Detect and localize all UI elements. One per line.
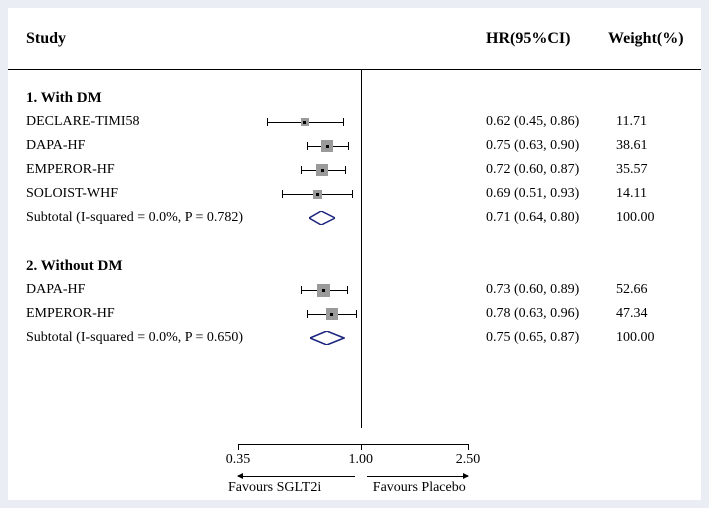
subtotal-row: Subtotal (I-squared = 0.0%, P = 0.650) 0.… xyxy=(8,326,701,350)
ci-cap xyxy=(356,310,357,318)
figure-container: Study HR(95%CI) Weight(%) 1. With DMDECL… xyxy=(0,0,709,508)
plot-area: 1. With DMDECLARE-TIMI58 0.62 (0.45, 0.86… xyxy=(8,70,701,428)
weight-text: 38.61 xyxy=(616,134,648,158)
group-title: 2. Without DM xyxy=(26,254,123,278)
study-row: DECLARE-TIMI58 0.62 (0.45, 0.86) 11.71 xyxy=(8,110,701,134)
ci-cap xyxy=(343,118,344,126)
point-estimate-dot xyxy=(321,169,324,172)
favours-left-arrow xyxy=(238,476,355,477)
ci-cap xyxy=(352,190,353,198)
weight-text: 100.00 xyxy=(616,206,655,230)
study-label: EMPEROR-HF xyxy=(26,158,115,182)
hr-ci-text: 0.71 (0.64, 0.80) xyxy=(486,206,579,230)
study-label: DAPA-HF xyxy=(26,134,85,158)
weight-text: 14.11 xyxy=(616,182,647,206)
point-estimate-dot xyxy=(316,193,319,196)
point-estimate-dot xyxy=(326,145,329,148)
subtotal-diamond xyxy=(310,331,344,345)
subtotal-diamond xyxy=(309,211,335,225)
axis-line xyxy=(238,444,468,445)
axis-tick xyxy=(238,444,239,450)
weight-text: 52.66 xyxy=(616,278,648,302)
group-title: 1. With DM xyxy=(26,86,102,110)
study-row: DAPA-HF 0.75 (0.63, 0.90) 38.61 xyxy=(8,134,701,158)
header-row: Study HR(95%CI) Weight(%) xyxy=(8,8,701,70)
study-label: DECLARE-TIMI58 xyxy=(26,110,140,134)
ci-cap xyxy=(301,286,302,294)
ci-cap xyxy=(347,286,348,294)
ci-cap xyxy=(348,142,349,150)
axis-tick xyxy=(361,444,362,450)
ci-cap xyxy=(307,142,308,150)
subtotal-label: Subtotal (I-squared = 0.0%, P = 0.782) xyxy=(26,206,243,230)
point-estimate-dot xyxy=(303,121,306,124)
axis-tick-label: 0.35 xyxy=(226,452,251,468)
study-label: EMPEROR-HF xyxy=(26,302,115,326)
header-hr: HR(95%CI) xyxy=(486,30,570,48)
group-header: 2. Without DM xyxy=(8,254,701,278)
weight-text: 100.00 xyxy=(616,326,655,350)
axis-tick-label: 1.00 xyxy=(349,452,374,468)
ci-cap xyxy=(301,166,302,174)
forest-plot-panel: Study HR(95%CI) Weight(%) 1. With DMDECL… xyxy=(8,8,701,500)
subtotal-row: Subtotal (I-squared = 0.0%, P = 0.782) 0.… xyxy=(8,206,701,230)
axis-tick xyxy=(468,444,469,450)
hr-ci-text: 0.75 (0.63, 0.90) xyxy=(486,134,579,158)
ci-cap xyxy=(282,190,283,198)
study-row: SOLOIST-WHF 0.69 (0.51, 0.93) 14.11 xyxy=(8,182,701,206)
favours-right-arrow xyxy=(367,476,468,477)
ci-cap xyxy=(267,118,268,126)
weight-text: 11.71 xyxy=(616,110,647,134)
favours-left-label: Favours SGLT2i xyxy=(228,480,321,496)
hr-ci-text: 0.62 (0.45, 0.86) xyxy=(486,110,579,134)
hr-ci-text: 0.69 (0.51, 0.93) xyxy=(486,182,579,206)
favours-right-label: Favours Placebo xyxy=(373,480,466,496)
header-weight: Weight(%) xyxy=(608,30,684,48)
axis-tick-label: 2.50 xyxy=(456,452,481,468)
ci-cap xyxy=(345,166,346,174)
hr-ci-text: 0.72 (0.60, 0.87) xyxy=(486,158,579,182)
study-row: EMPEROR-HF 0.78 (0.63, 0.96) 47.34 xyxy=(8,302,701,326)
study-label: SOLOIST-WHF xyxy=(26,182,118,206)
ci-cap xyxy=(307,310,308,318)
hr-ci-text: 0.73 (0.60, 0.89) xyxy=(486,278,579,302)
group-header: 1. With DM xyxy=(8,86,701,110)
point-estimate-dot xyxy=(322,289,325,292)
subtotal-label: Subtotal (I-squared = 0.0%, P = 0.650) xyxy=(26,326,243,350)
study-label: DAPA-HF xyxy=(26,278,85,302)
study-row: EMPEROR-HF 0.72 (0.60, 0.87) 35.57 xyxy=(8,158,701,182)
header-study: Study xyxy=(26,30,66,48)
hr-ci-text: 0.78 (0.63, 0.96) xyxy=(486,302,579,326)
weight-text: 47.34 xyxy=(616,302,648,326)
weight-text: 35.57 xyxy=(616,158,648,182)
hr-ci-text: 0.75 (0.65, 0.87) xyxy=(486,326,579,350)
point-estimate-dot xyxy=(330,313,333,316)
x-axis: 0.35 1.00 2.50 Favours SGLT2i Favours Placeb… xyxy=(8,428,701,500)
study-row: DAPA-HF 0.73 (0.60, 0.89) 52.66 xyxy=(8,278,701,302)
